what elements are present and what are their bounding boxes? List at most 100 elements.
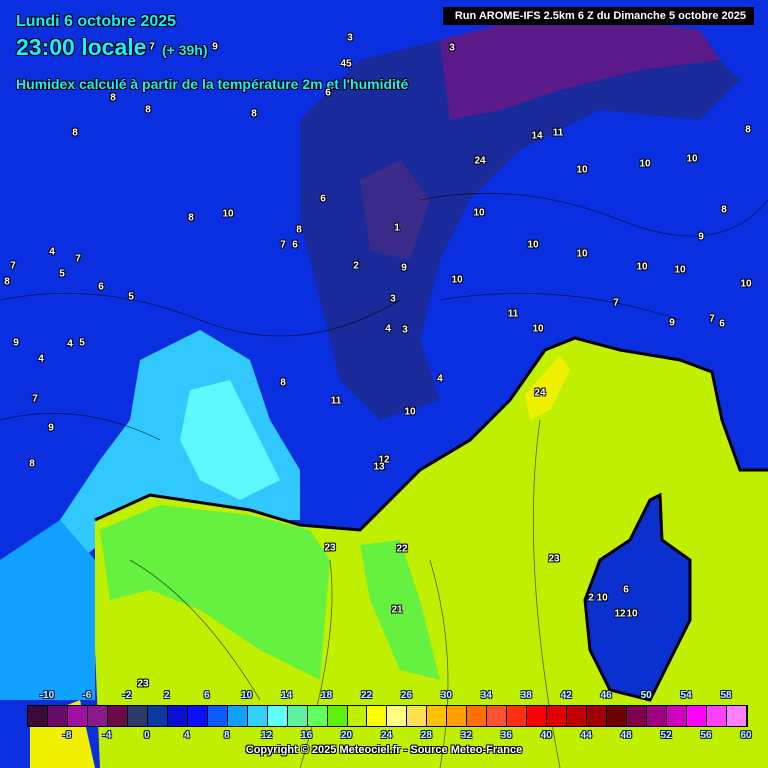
legend-tick-label: 16 <box>301 730 313 741</box>
point-value: 10 <box>451 274 463 286</box>
legend-swatch <box>307 706 328 726</box>
alps-purple-region-2 <box>360 160 430 260</box>
legend-swatch <box>227 706 248 726</box>
legend-swatch <box>507 706 528 726</box>
legend-tick-label: 0 <box>144 730 150 741</box>
legend-tick-label: -6 <box>82 690 92 701</box>
legend-swatch <box>47 706 68 726</box>
point-value: 10 <box>639 158 651 170</box>
point-value: 8 <box>188 212 194 224</box>
legend-swatch <box>567 706 588 726</box>
point-value: 7 <box>75 253 81 265</box>
legend-tick-label: 2 <box>164 690 170 701</box>
point-value: 3 <box>347 32 353 44</box>
legend-tick-label: -10 <box>39 690 55 701</box>
point-value: 3 <box>402 324 408 336</box>
point-value: 7 <box>149 41 155 53</box>
legend-swatch <box>427 706 448 726</box>
legend-tick-label: 48 <box>620 730 632 741</box>
point-value: 10 <box>626 608 638 620</box>
forecast-time: 23:00 locale <box>16 34 147 60</box>
rhone-cyan-region <box>60 330 300 560</box>
point-value: 10 <box>576 164 588 176</box>
point-value: 5 <box>79 337 85 349</box>
legend-swatch <box>327 706 348 726</box>
legend-swatch <box>187 706 208 726</box>
point-value: 7 <box>10 260 16 272</box>
legend-tick-label: 10 <box>241 690 253 701</box>
legend-tick-label: -8 <box>62 730 72 741</box>
point-value: 8 <box>72 127 78 139</box>
legend-tick-label: 30 <box>440 690 452 701</box>
legend-tick-label: 8 <box>223 730 230 741</box>
point-value: 8 <box>110 92 116 104</box>
legend-swatch <box>127 706 148 726</box>
point-value: 10 <box>532 323 544 335</box>
point-value: 2 <box>353 260 359 272</box>
sea-green-region <box>100 505 330 680</box>
legend-swatch <box>647 706 667 726</box>
legend-swatch <box>467 706 488 726</box>
color-legend <box>27 705 748 727</box>
legend-swatch <box>587 706 608 726</box>
point-value: 3 <box>449 42 455 54</box>
west-cyan-region <box>0 520 95 700</box>
point-value: 24 <box>534 387 546 399</box>
point-value: 6 <box>320 193 326 205</box>
point-value: 4 <box>437 373 443 385</box>
point-value: 6 <box>719 318 725 330</box>
point-value: 9 <box>48 422 54 434</box>
alps-dark-region <box>300 30 740 420</box>
legend-tick-label: 22 <box>360 690 373 701</box>
legend-tick-label: 46 <box>600 690 612 701</box>
legend-tick-label: 36 <box>500 730 512 741</box>
copyright: Copyright © 2025 Meteociel.fr - Source M… <box>245 744 523 756</box>
point-value: 9 <box>698 231 704 243</box>
point-value: 7 <box>280 239 286 251</box>
legend-swatch <box>147 706 168 726</box>
point-value: 8 <box>251 108 257 120</box>
legend-tick-label: 26 <box>400 690 413 701</box>
contour-lines <box>0 192 768 768</box>
point-value: 6 <box>292 239 298 251</box>
legend-tick-label: 40 <box>540 730 552 741</box>
legend-tick-label: 34 <box>480 690 492 701</box>
point-value: 7 <box>32 393 38 405</box>
legend-tick-label: 58 <box>720 690 732 701</box>
yellow-patch <box>525 355 570 420</box>
point-value: 10 <box>636 261 648 273</box>
point-value: 45 <box>340 58 352 70</box>
legend-swatch <box>607 706 628 726</box>
point-value: 8 <box>4 276 10 288</box>
point-value: 21 <box>391 604 403 616</box>
point-value: 8 <box>721 204 727 216</box>
point-value: 7 <box>613 297 619 309</box>
point-value: 6 <box>325 87 331 99</box>
legend-swatch <box>667 706 687 726</box>
run-info: Run AROME-IFS 2.5km 6 Z du Dimanche 5 oc… <box>442 7 754 25</box>
point-value: 24 <box>474 155 486 167</box>
rhone-light-region <box>180 380 280 500</box>
point-value: 5 <box>59 268 65 280</box>
point-value: 11 <box>552 127 564 139</box>
legend-tick-label: 52 <box>660 730 672 741</box>
point-value: 8 <box>745 124 751 136</box>
legend-tick-label: 12 <box>261 730 273 741</box>
legend-swatch <box>487 706 508 726</box>
legend-swatch <box>107 706 128 726</box>
legend-tick-label: 20 <box>340 730 353 741</box>
legend-swatch <box>547 706 568 726</box>
legend-tick-label: 14 <box>281 690 293 701</box>
point-value: 5 <box>128 291 134 303</box>
point-value: 7 <box>709 313 715 325</box>
legend-tick-label: 44 <box>580 730 592 741</box>
point-value: 14 <box>531 130 543 142</box>
point-value: 2 10 <box>588 592 608 604</box>
point-value: 12 <box>614 608 626 620</box>
point-value: 9 <box>212 41 218 53</box>
legend-swatch <box>28 706 48 726</box>
legend-swatch <box>407 706 428 726</box>
point-value: 8 <box>29 458 35 470</box>
legend-tick-label: 6 <box>203 690 210 701</box>
